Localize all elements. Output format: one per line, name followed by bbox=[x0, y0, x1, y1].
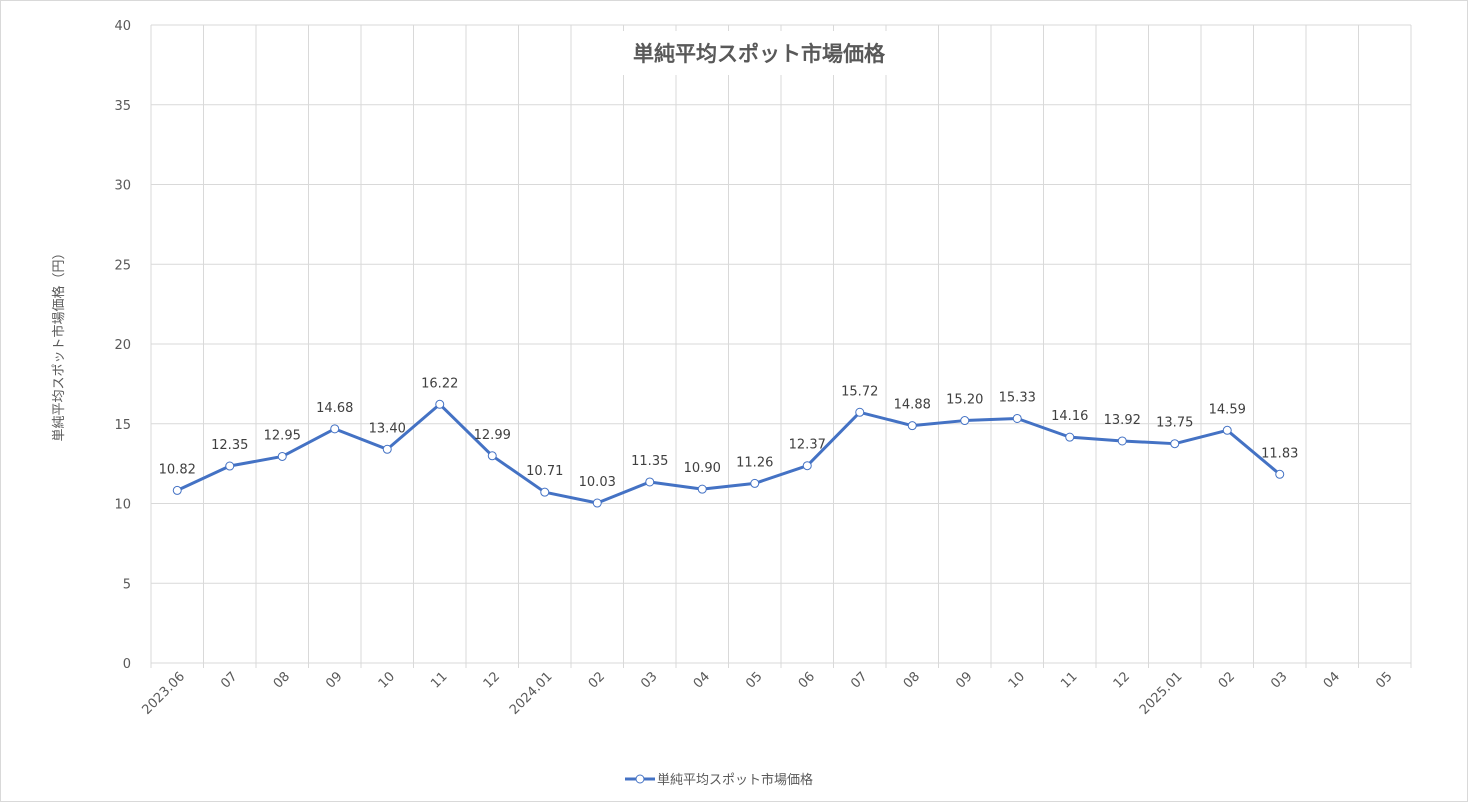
x-tick-label: 10 bbox=[376, 669, 398, 691]
data-label: 15.33 bbox=[999, 390, 1036, 405]
series-layer bbox=[172, 399, 1285, 508]
data-point[interactable] bbox=[1065, 432, 1075, 442]
data-point[interactable] bbox=[855, 407, 865, 417]
x-tick-label: 07 bbox=[848, 669, 870, 691]
data-label: 14.88 bbox=[894, 398, 931, 413]
x-tick-label: 09 bbox=[323, 669, 345, 691]
y-axis-ticks: 0 5 10 15 20 25 30 35 40 bbox=[114, 19, 131, 672]
legend[interactable]: 単純平均スポット市場価格 bbox=[625, 772, 813, 788]
y-tick-label: 20 bbox=[114, 338, 131, 353]
data-point[interactable] bbox=[487, 451, 497, 461]
data-point[interactable] bbox=[907, 421, 917, 431]
data-label: 11.26 bbox=[736, 455, 773, 470]
data-label: 12.99 bbox=[474, 428, 511, 443]
data-point[interactable] bbox=[1222, 425, 1232, 435]
data-point[interactable] bbox=[540, 487, 550, 497]
data-point[interactable] bbox=[802, 461, 812, 471]
data-point[interactable] bbox=[750, 478, 760, 488]
x-tick-label: 05 bbox=[1373, 669, 1395, 691]
data-point[interactable] bbox=[172, 485, 182, 495]
legend-label: 単純平均スポット市場価格 bbox=[657, 772, 813, 788]
data-label: 14.59 bbox=[1209, 402, 1246, 417]
data-point[interactable] bbox=[1012, 413, 1022, 423]
x-tick-label: 2025.01 bbox=[1137, 669, 1186, 718]
gridlines bbox=[150, 24, 1412, 668]
y-tick-label: 25 bbox=[114, 258, 131, 273]
data-point[interactable] bbox=[277, 451, 287, 461]
y-tick-label: 5 bbox=[123, 577, 131, 592]
x-tick-label: 10 bbox=[1006, 669, 1028, 691]
legend-point-marker bbox=[635, 774, 645, 784]
data-label: 14.68 bbox=[316, 401, 353, 416]
y-tick-label: 10 bbox=[114, 498, 131, 513]
data-point[interactable] bbox=[330, 424, 340, 434]
data-label: 15.72 bbox=[841, 384, 878, 399]
data-label: 10.03 bbox=[579, 475, 616, 490]
y-tick-label: 0 bbox=[123, 657, 131, 672]
x-tick-label: 12 bbox=[481, 669, 503, 691]
data-label: 12.37 bbox=[789, 438, 826, 453]
data-label: 12.35 bbox=[211, 438, 248, 453]
data-label: 10.82 bbox=[159, 462, 196, 477]
data-label: 15.20 bbox=[946, 393, 983, 408]
x-tick-label: 03 bbox=[638, 669, 660, 691]
data-label: 13.92 bbox=[1104, 413, 1141, 428]
data-label: 14.16 bbox=[1051, 409, 1088, 424]
x-tick-label: 02 bbox=[586, 669, 608, 691]
x-axis-ticks: 2023.06 07 08 09 10 11 12 2024.01 02 03 04 05 06 07 08… bbox=[139, 669, 1395, 718]
data-point[interactable] bbox=[225, 461, 235, 471]
data-labels: 10.82 12.35 12.95 14.68 13.40 16.22 12.99 10.71… bbox=[159, 376, 1299, 490]
x-tick-label: 2024.01 bbox=[507, 669, 556, 718]
data-point[interactable] bbox=[645, 477, 655, 487]
y-tick-label: 40 bbox=[114, 19, 131, 34]
data-label: 10.71 bbox=[526, 464, 563, 479]
x-tick-label: 11 bbox=[1058, 669, 1080, 691]
data-label: 11.83 bbox=[1261, 446, 1298, 461]
x-tick-label: 07 bbox=[218, 669, 240, 691]
x-tick-label: 04 bbox=[1321, 669, 1343, 691]
x-tick-label: 12 bbox=[1111, 669, 1133, 691]
data-label: 16.22 bbox=[421, 376, 458, 391]
y-tick-label: 35 bbox=[114, 99, 131, 114]
series-line bbox=[176, 402, 1281, 505]
data-point[interactable] bbox=[1275, 469, 1285, 479]
y-tick-label: 30 bbox=[114, 179, 131, 194]
data-label: 11.35 bbox=[631, 454, 668, 469]
data-point[interactable] bbox=[435, 399, 445, 409]
data-point[interactable] bbox=[1117, 436, 1127, 446]
data-label: 13.75 bbox=[1156, 416, 1193, 431]
data-point[interactable] bbox=[697, 484, 707, 494]
x-tick-label: 08 bbox=[271, 669, 293, 691]
title-background bbox=[599, 31, 919, 75]
data-label: 13.40 bbox=[369, 421, 406, 436]
data-point[interactable] bbox=[592, 498, 602, 508]
data-label: 10.90 bbox=[684, 461, 721, 476]
x-tick-label: 05 bbox=[743, 669, 765, 691]
x-tick-label: 04 bbox=[691, 669, 713, 691]
data-point[interactable] bbox=[960, 416, 970, 426]
x-tick-label: 03 bbox=[1268, 669, 1290, 691]
x-tick-label: 06 bbox=[796, 669, 818, 691]
y-tick-label: 15 bbox=[114, 418, 131, 433]
x-tick-label: 09 bbox=[953, 669, 975, 691]
data-label: 12.95 bbox=[264, 428, 301, 443]
x-tick-label: 08 bbox=[901, 669, 923, 691]
y-axis-label: 単純平均スポット市場価格（円） bbox=[51, 246, 67, 441]
data-point[interactable] bbox=[1170, 439, 1180, 449]
x-tick-label: 11 bbox=[428, 669, 450, 691]
x-tick-label: 2023.06 bbox=[139, 669, 188, 718]
data-point[interactable] bbox=[382, 444, 392, 454]
chart-title: 単純平均スポット市場価格 bbox=[633, 42, 886, 66]
x-tick-label: 02 bbox=[1216, 669, 1238, 691]
